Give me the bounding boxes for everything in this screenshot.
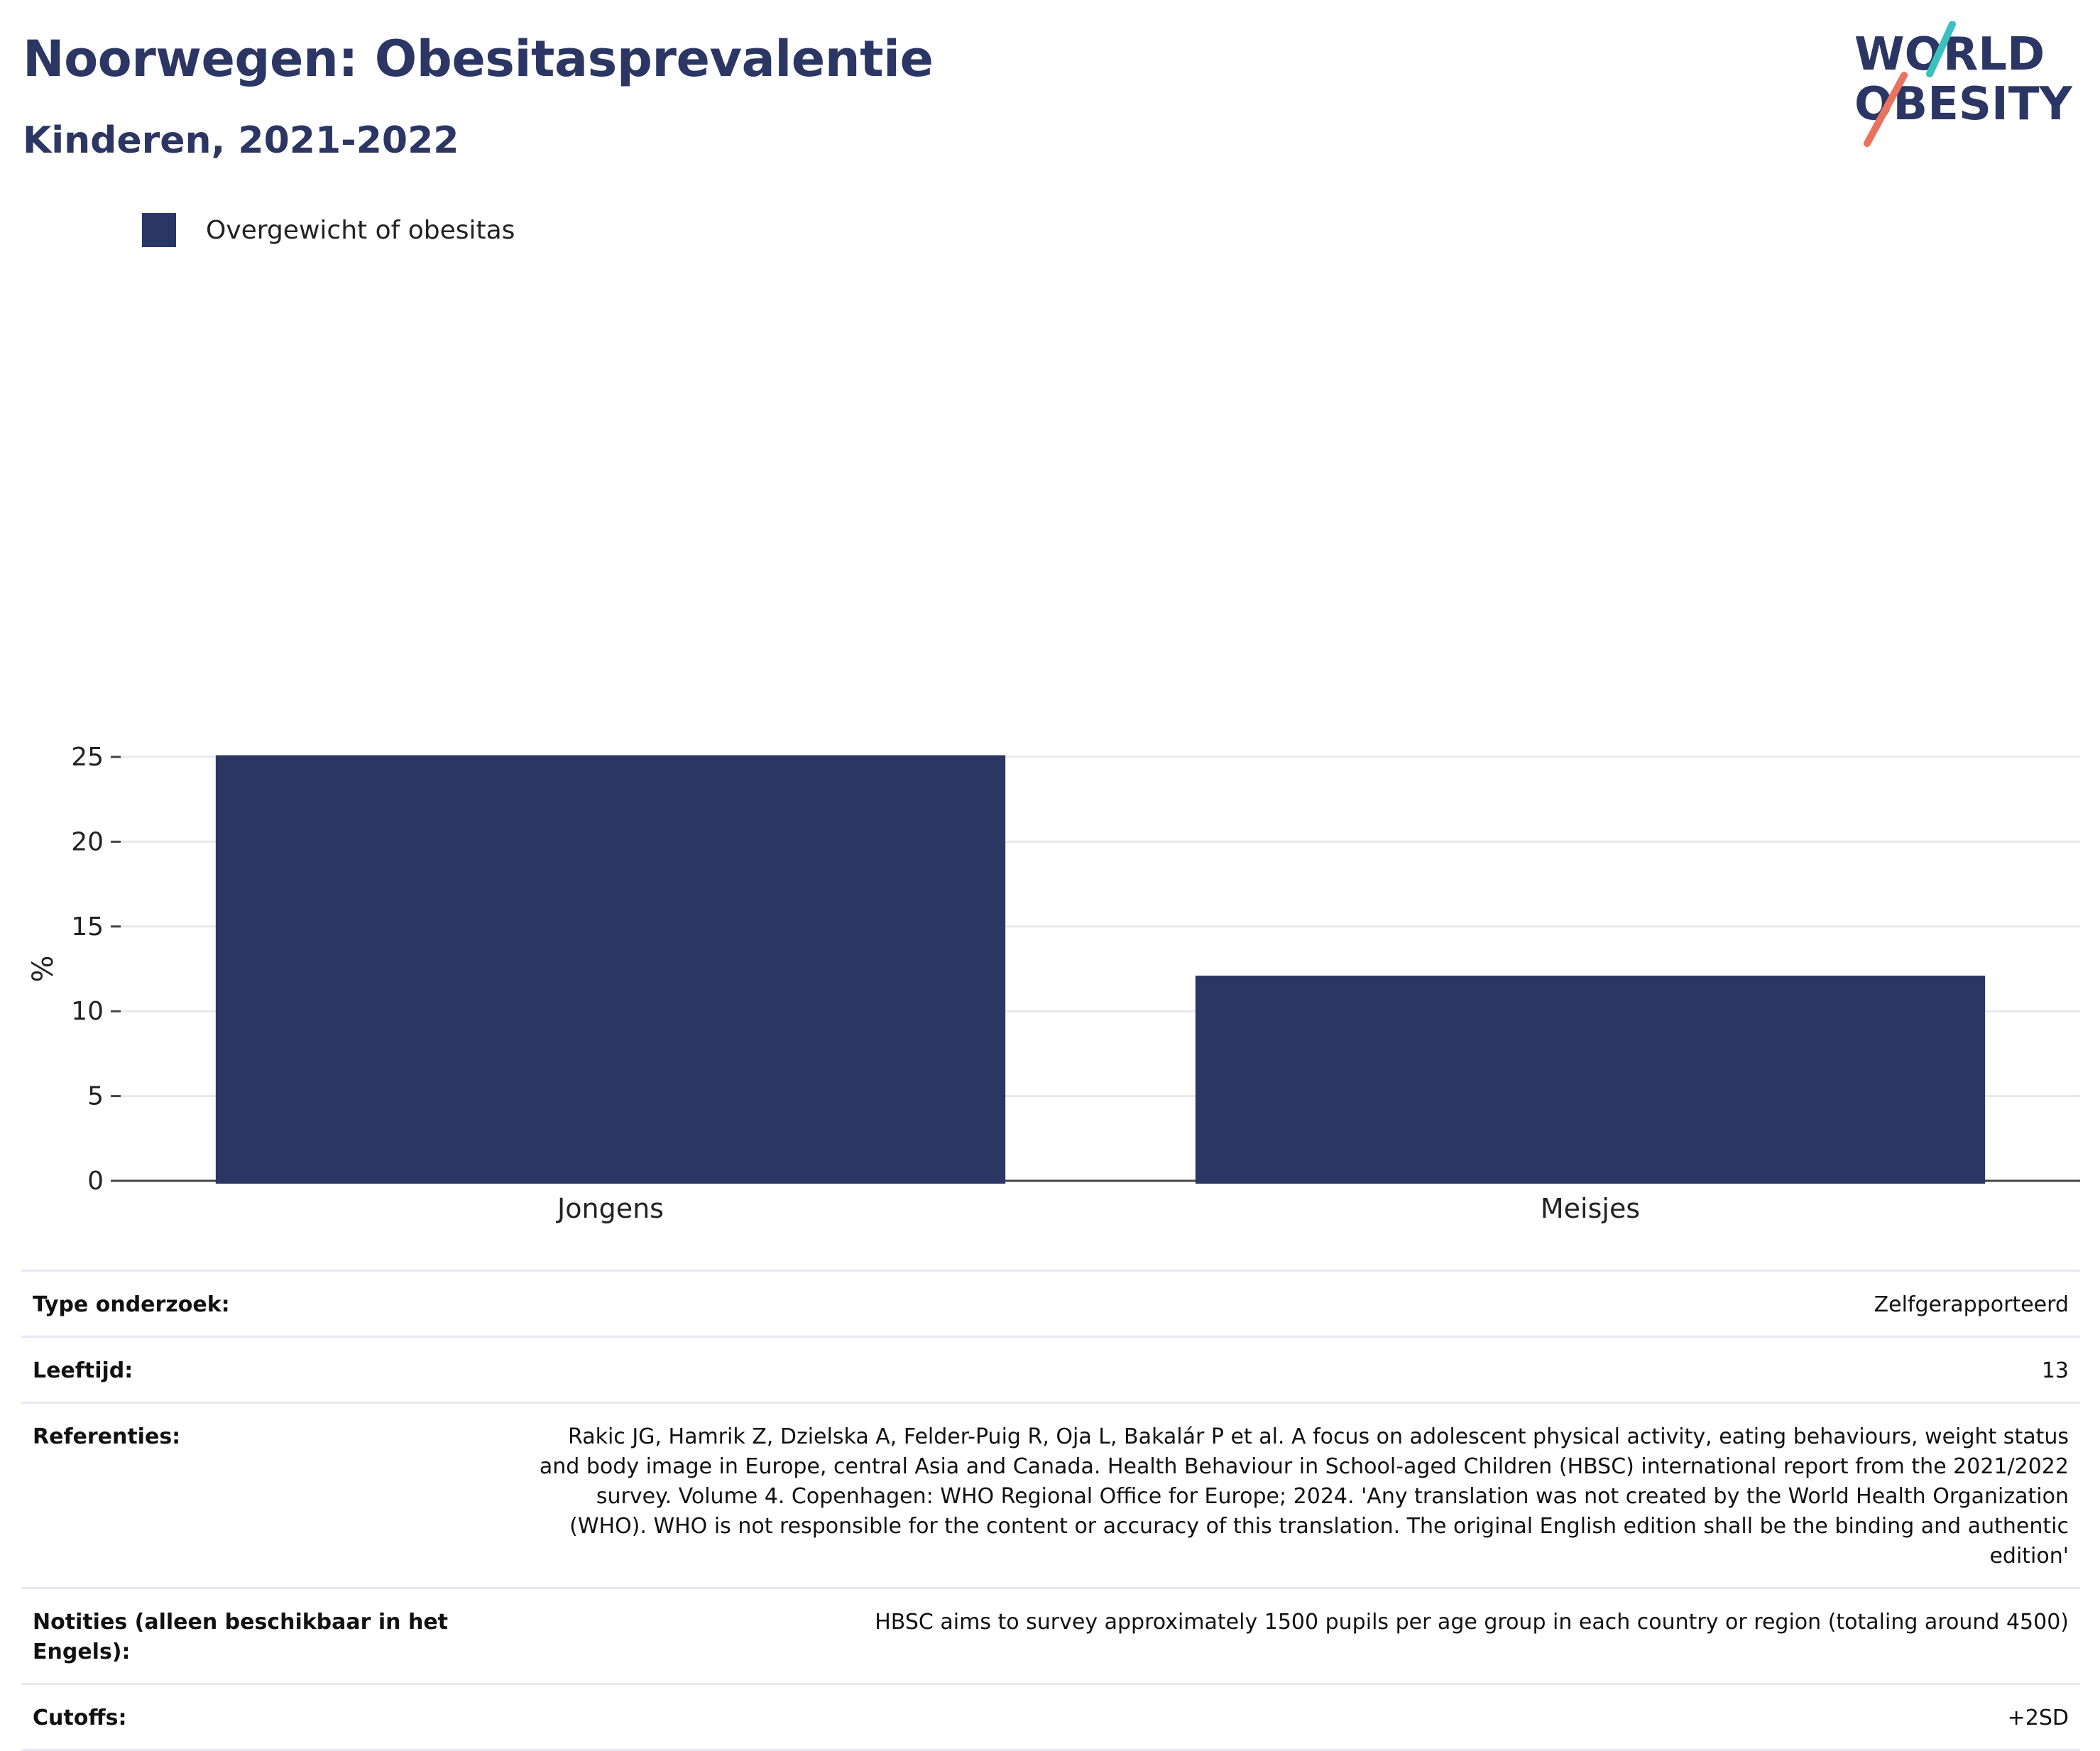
y-tick-label: 20 bbox=[71, 827, 104, 856]
x-tick-label: Meisjes bbox=[1541, 1193, 1640, 1224]
y-tick-label: 0 bbox=[87, 1167, 104, 1196]
legend-swatch bbox=[142, 213, 176, 247]
info-row: Referenties: Rakic JG, Hamrik Z, Dzielska… bbox=[21, 1402, 2080, 1587]
bars bbox=[215, 755, 1986, 1184]
logo-teal-slash bbox=[1926, 21, 1956, 77]
axis-labels: 0 5 10 15 20 25 Jongens Meisjes% bbox=[27, 743, 1640, 1224]
y-tick-label: 15 bbox=[71, 912, 104, 942]
info-key: Referenties: bbox=[33, 1424, 181, 1449]
x-tick-label: Jongens bbox=[556, 1193, 664, 1224]
chart-subtitle: Kinderen, 2021-2022 bbox=[23, 119, 459, 162]
world-obesity-logo: WORLD OBESITY bbox=[1854, 21, 2072, 147]
y-tick-label: 5 bbox=[87, 1082, 104, 1111]
info-row: Type onderzoek: Zelfgerapporteerd bbox=[21, 1270, 2080, 1336]
legend: Overgewicht of obesitas bbox=[142, 210, 515, 250]
info-key: Leeftijd: bbox=[33, 1358, 133, 1383]
info-value: 13 bbox=[2041, 1358, 2069, 1383]
y-axis-label: % bbox=[27, 955, 60, 982]
info-key: Notities (alleen beschikbaar in het Enge… bbox=[33, 1610, 449, 1664]
bar bbox=[215, 755, 1006, 1184]
info-key: Type onderzoek: bbox=[33, 1292, 230, 1317]
info-value: HBSC aims to survey approximately 1500 p… bbox=[875, 1610, 2069, 1635]
chart-title: Noorwegen: Obesitasprevalentie bbox=[23, 30, 934, 88]
info-value: Rakic JG, Hamrik Z, Dzielska A, Felder-P… bbox=[539, 1424, 2069, 1569]
y-tick-label: 10 bbox=[71, 997, 104, 1026]
logo-coral-slash bbox=[1864, 72, 1908, 147]
info-value: +2SD bbox=[2007, 1706, 2069, 1730]
info-key: Cutoffs: bbox=[33, 1706, 127, 1730]
info-row: Notities (alleen beschikbaar in het Enge… bbox=[21, 1587, 2080, 1683]
info-row: Leeftijd: 13 bbox=[21, 1336, 2080, 1402]
info-table: Type onderzoek: Zelfgerapporteerd Leeftijd… bbox=[21, 1270, 2080, 1751]
bar-chart: 0 5 10 15 20 25 Jongens Meisjes% bbox=[27, 743, 2080, 1224]
bar bbox=[1195, 976, 1986, 1184]
info-value: Zelfgerapporteerd bbox=[1874, 1292, 2069, 1317]
legend-label: Overgewicht of obesitas bbox=[206, 215, 515, 245]
info-row: Cutoffs: +2SD bbox=[21, 1683, 2080, 1751]
y-tick-label: 25 bbox=[71, 743, 104, 772]
